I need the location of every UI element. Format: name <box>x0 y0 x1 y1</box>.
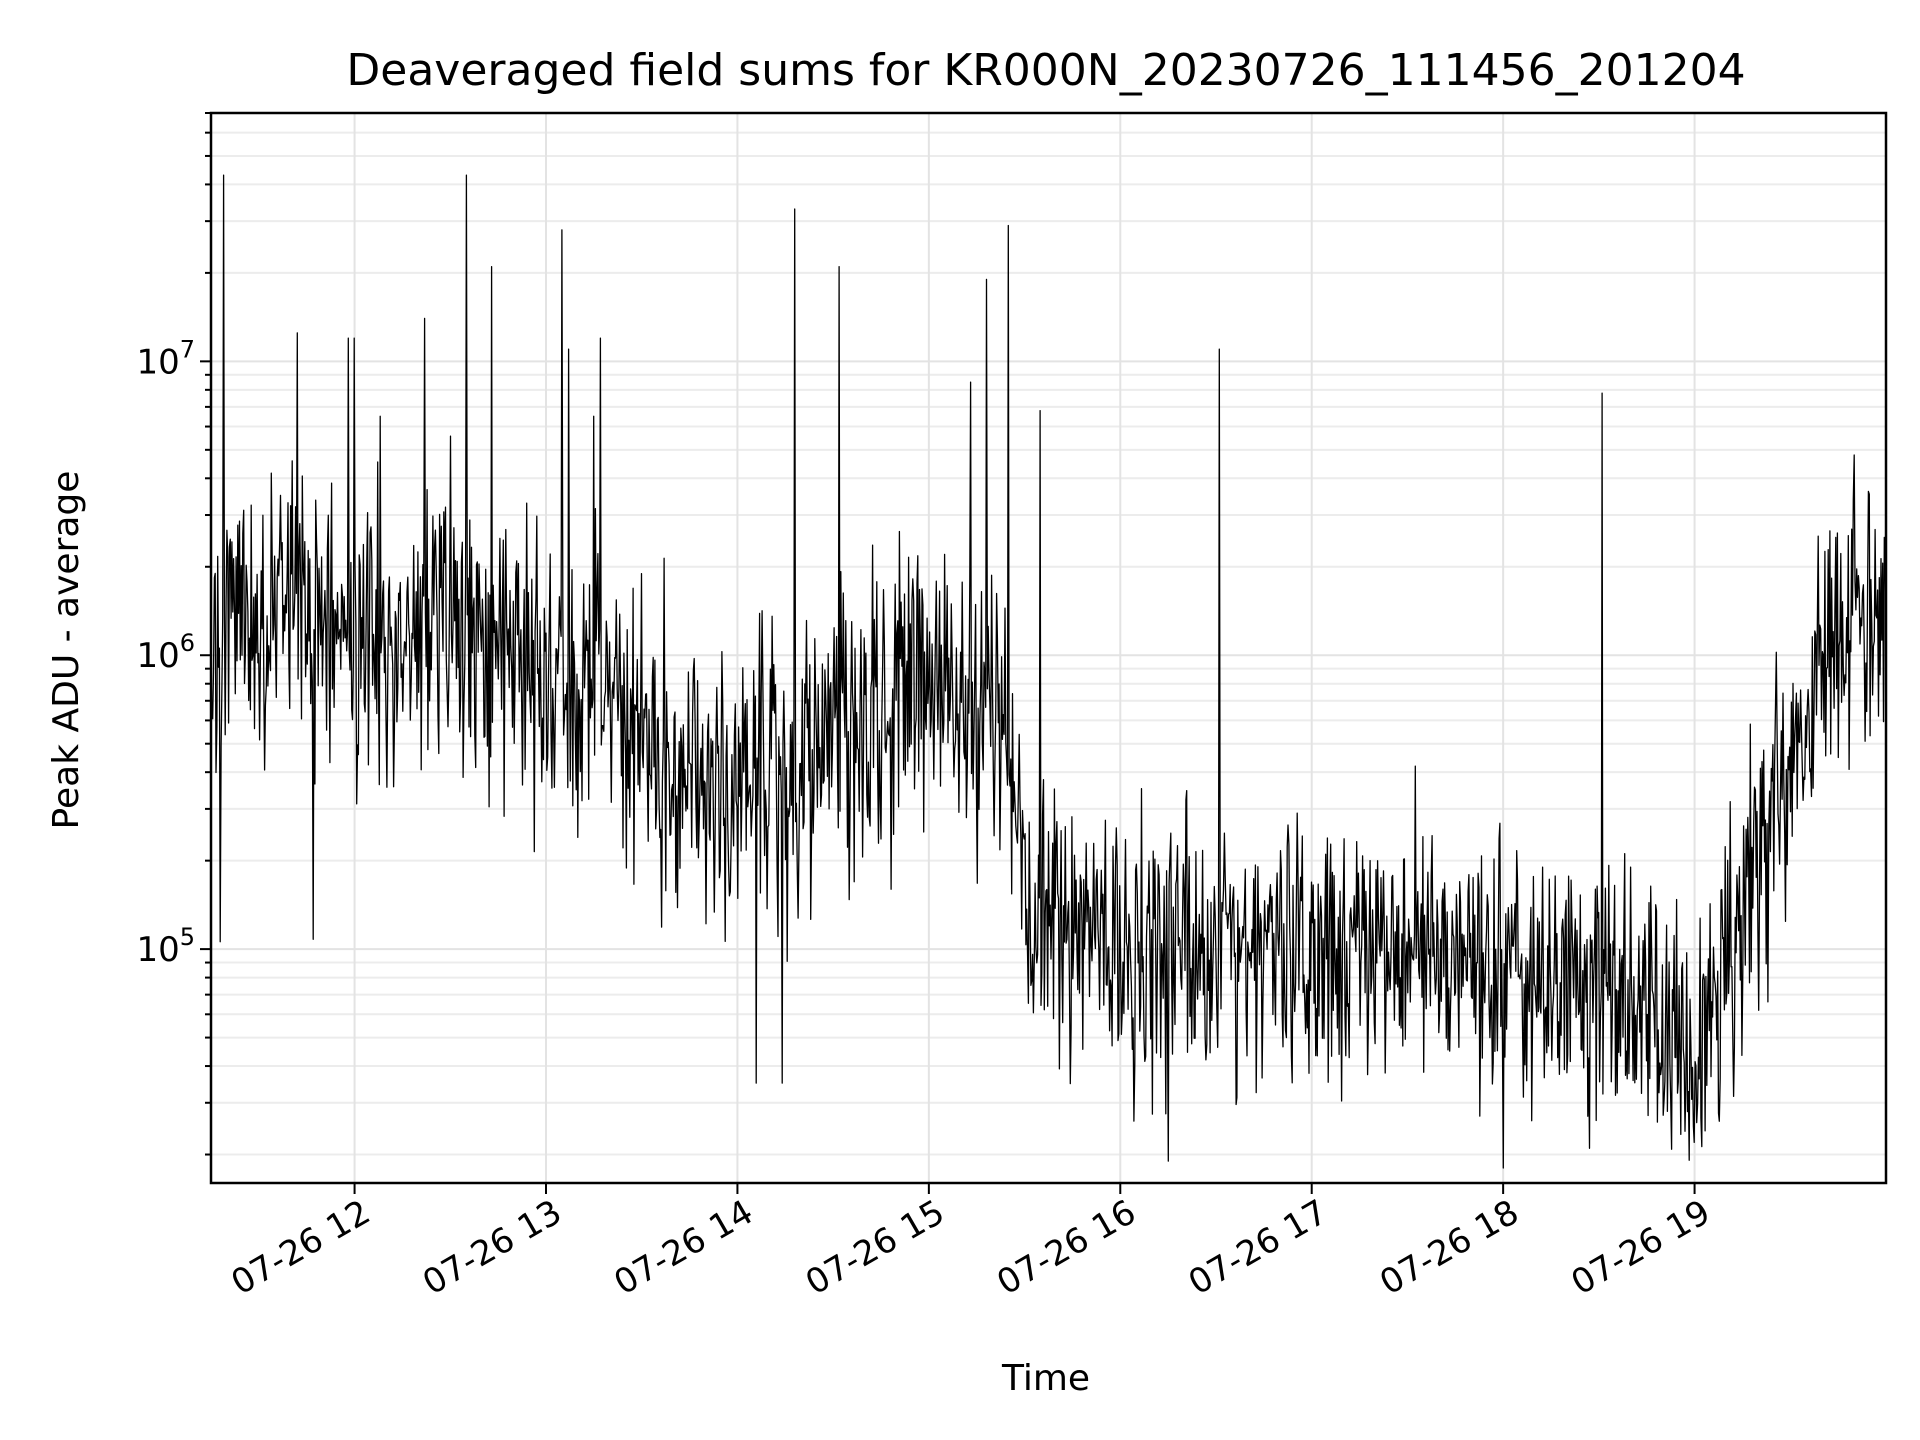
y-axis: 105 106 107 <box>136 112 211 1156</box>
y-tick-label: 106 <box>136 629 195 676</box>
y-tick-label: 105 <box>136 923 195 970</box>
chart-title: Deaveraged field sums for KR000N_2023072… <box>346 45 1745 96</box>
plot-frame <box>209 111 1888 1185</box>
x-tick-label: 07-26 16 <box>990 1192 1142 1303</box>
series-line <box>210 174 1887 1169</box>
y-axis-label: Peak ADU - average <box>46 471 87 830</box>
x-tick-label: 07-26 17 <box>1182 1192 1334 1303</box>
x-tick-label: 07-26 12 <box>225 1192 377 1303</box>
x-tick-label: 07-26 15 <box>799 1192 951 1303</box>
x-tick-label: 07-26 14 <box>608 1192 760 1303</box>
x-tick-label: 07-26 13 <box>416 1192 568 1303</box>
grid <box>211 112 1886 1183</box>
x-axis: 07-26 12 07-26 13 07-26 14 07-26 15 07-26 16… <box>225 1183 1717 1303</box>
x-tick-label: 07-26 19 <box>1565 1192 1717 1303</box>
x-axis-label: Time <box>1001 1358 1090 1399</box>
y-tick-label: 107 <box>136 335 195 382</box>
series-line-group <box>210 174 1887 1169</box>
x-tick-label: 07-26 18 <box>1373 1192 1525 1303</box>
